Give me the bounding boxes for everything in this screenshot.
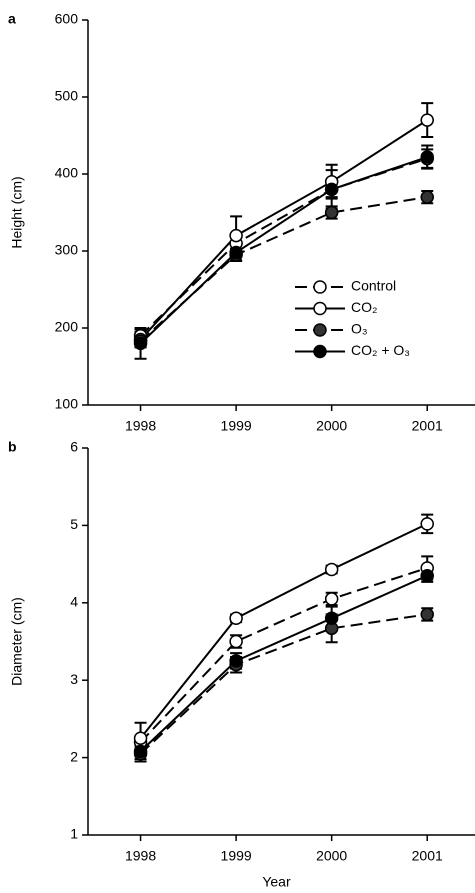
- legend-label: CO₂: [351, 299, 377, 315]
- series-line: [139, 522, 428, 739]
- marker: [324, 205, 339, 220]
- y-tick-label: 2: [70, 748, 78, 764]
- x-tick-label: 2000: [316, 418, 347, 434]
- marker: [133, 336, 148, 351]
- legend-marker: [313, 323, 327, 337]
- marker: [229, 228, 243, 243]
- y-tick-label: 6: [70, 439, 78, 455]
- marker: [229, 634, 243, 649]
- x-tick-label: 2000: [316, 848, 347, 864]
- x-tick-label: 1998: [125, 418, 156, 434]
- legend-marker: [313, 280, 327, 294]
- y-axis-label: Diameter (cm): [9, 597, 25, 686]
- x-tick-label: 1999: [221, 848, 252, 864]
- legend-label: CO₂ + O₃: [351, 342, 410, 358]
- y-tick-label: 400: [55, 165, 79, 181]
- y-tick-label: 600: [55, 11, 79, 27]
- marker: [229, 654, 243, 668]
- marker: [420, 113, 434, 127]
- marker: [324, 611, 339, 626]
- series-line: [139, 613, 428, 755]
- y-tick-label: 1: [70, 826, 78, 842]
- y-tick-label: 300: [55, 242, 79, 258]
- marker: [324, 182, 339, 197]
- series-line: [139, 574, 428, 753]
- series-line: [139, 567, 428, 743]
- y-tick-label: 100: [55, 396, 79, 412]
- x-tick-label: 2001: [412, 418, 443, 434]
- marker: [324, 562, 339, 577]
- marker: [420, 607, 434, 622]
- marker: [324, 592, 339, 606]
- x-tick-label: 1999: [221, 418, 252, 434]
- x-tick-label: 2001: [412, 848, 443, 864]
- marker: [133, 731, 148, 745]
- series-line: [139, 119, 428, 341]
- legend-marker: [313, 301, 327, 316]
- y-tick-label: 3: [70, 671, 78, 687]
- legend-marker: [313, 344, 327, 359]
- x-tick-label: 1998: [125, 848, 156, 864]
- legend-label: Control: [351, 278, 396, 294]
- marker: [420, 190, 434, 204]
- y-axis-label: Height (cm): [9, 176, 25, 248]
- y-tick-label: 200: [55, 319, 79, 335]
- panel-label: a: [8, 11, 16, 27]
- y-tick-label: 5: [70, 516, 78, 532]
- y-tick-label: 500: [55, 88, 79, 104]
- marker: [420, 568, 434, 583]
- legend-label: O₃: [351, 321, 368, 337]
- marker: [229, 245, 243, 260]
- x-axis-label: Year: [262, 874, 291, 890]
- marker: [420, 150, 434, 164]
- marker: [420, 517, 434, 531]
- series-line: [139, 156, 428, 345]
- marker: [229, 611, 243, 626]
- marker: [133, 744, 148, 759]
- series-line: [139, 157, 428, 337]
- panel-label: b: [8, 439, 17, 455]
- series-line: [139, 196, 428, 342]
- y-tick-label: 4: [70, 594, 78, 610]
